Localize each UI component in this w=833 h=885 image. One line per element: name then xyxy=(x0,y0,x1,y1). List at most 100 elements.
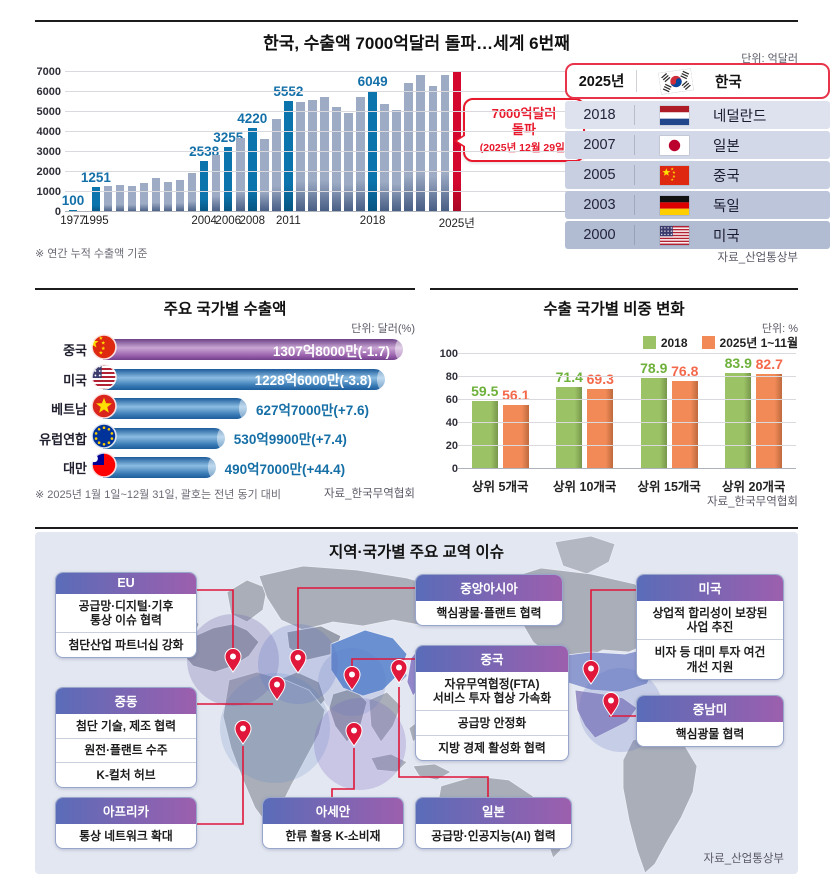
region-glow xyxy=(314,698,406,790)
export-bar-2006 xyxy=(223,146,233,212)
country-bar xyxy=(103,427,227,449)
export-bar-2005 xyxy=(211,155,221,212)
share-bar xyxy=(471,400,498,469)
issue-item: 통상 네트워크 확대 xyxy=(79,828,173,843)
issue-box-central-asia: 중앙아시아 핵심광물·플랜트 협력 xyxy=(415,574,563,626)
milestone-callout: 7000억달러 돌파 (2025년 12월 29일) xyxy=(454,98,585,162)
bar-cell xyxy=(210,72,222,212)
country-bar: 1307억8000만(-1.7) xyxy=(103,339,405,360)
bar-track: 490억7000만(+44.4) xyxy=(103,457,415,478)
bar-value-label: 1251 xyxy=(80,169,111,185)
year-cell: 2007 xyxy=(565,135,635,155)
map-title: 지역·국가별 주요 교역 이슈 xyxy=(329,544,504,561)
continent-shape xyxy=(368,691,402,743)
issue-item: 첨단산업 파트너십 강화 xyxy=(56,632,196,657)
bar-wrap: 83.9 xyxy=(725,355,752,469)
bar-group: 71.4 69.3 상위 10개국 xyxy=(543,354,628,494)
bar-value-label: 490억7000만(+44.4) xyxy=(224,461,346,477)
continent-shape xyxy=(622,733,698,874)
section-share-change: 수출 국가별 비중 변화 단위: % 2018 2025년 1~11월 59.5 5… xyxy=(430,288,798,510)
x-axis-label: 상위 5개국 xyxy=(472,480,529,494)
export-bar-2012 xyxy=(296,102,305,212)
source-label: 자료_한국무역협회 xyxy=(323,488,415,500)
issue-item: 첨단 기술, 제조 협력 xyxy=(76,718,176,733)
share-bar xyxy=(556,386,583,469)
country-cell: 일본 xyxy=(713,138,740,155)
issue-box-title: 중남미 xyxy=(637,696,783,722)
country-bar-row: 대만 490억7000만(+44.4) xyxy=(35,452,415,478)
bar-cap xyxy=(207,457,218,478)
y-axis-tick: 0 xyxy=(451,463,458,475)
flag-badge xyxy=(91,334,117,365)
issue-item: 공급망·디지털·기후 통상 이슈 협력 xyxy=(78,598,174,628)
x-axis-label: … xyxy=(78,215,91,227)
issue-item: 공급망 안정화 xyxy=(416,710,568,735)
connector-line xyxy=(398,687,489,797)
us-flag-icon xyxy=(91,363,117,390)
world-map xyxy=(180,535,698,874)
tw-flag-icon xyxy=(91,452,117,478)
country-cell: 중국 xyxy=(713,168,740,185)
y-axis-tick: 7000 xyxy=(36,66,61,78)
flag-cell xyxy=(635,105,713,125)
issue-item: 자유무역협정(FTA) 서비스 투자 협상 가속화 xyxy=(432,676,552,706)
country-bar xyxy=(103,398,249,419)
export-bar-2023 xyxy=(428,85,437,212)
issue-box-title: 중국 xyxy=(416,646,568,672)
bar-track: 1307억8000만(-1.7) xyxy=(103,339,415,360)
issue-box-usa: 미국 상업적 합리성이 보장된 사업 추진 비자 등 대미 투자 여건 개선 지원 xyxy=(636,574,784,680)
legend-item: 2025년 1~11월 xyxy=(701,334,798,351)
map-pin-europe xyxy=(224,648,242,673)
export-bar-2008 xyxy=(248,127,257,212)
map-pin-usa xyxy=(582,660,600,685)
flag-cell xyxy=(635,195,713,215)
legend: 2018 2025년 1~11월 xyxy=(642,334,798,351)
issue-item: 원전·플랜트 수주 xyxy=(56,737,196,763)
country-bar-row: 미국 1228억6000만(-3.8) xyxy=(35,363,415,390)
issue-item: 공급망·인공지능(AI) 협력 xyxy=(431,828,556,843)
nl-flag-icon xyxy=(659,105,689,125)
continent-shape xyxy=(222,671,326,825)
bar-cell xyxy=(186,72,198,212)
bar-group: 83.9 82.7 상위 20개국 xyxy=(712,354,797,494)
issue-box-asean: 아세안 한류 활용 K-소비재 xyxy=(262,797,404,849)
country-bar xyxy=(103,457,218,478)
export-bar-2016 xyxy=(344,112,353,212)
share-bar xyxy=(640,378,667,469)
issue-item: 핵심광물 협력 xyxy=(675,726,745,741)
issue-box-china: 중국 자유무역협정(FTA) 서비스 투자 협상 가속화 공급망 안정화 지방 경제 … xyxy=(415,645,569,761)
export-bar-2000 xyxy=(151,177,161,212)
bar-track: 530억9900만(+7.4) xyxy=(103,427,415,449)
issue-box-title: EU xyxy=(56,573,196,594)
connector-line xyxy=(590,589,636,676)
export-bar-1995 xyxy=(91,186,101,212)
callout-line2: 돌파 xyxy=(512,122,536,138)
de-flag-icon xyxy=(659,195,689,215)
country-label: 중국 xyxy=(63,343,87,358)
bar-cell xyxy=(174,72,186,212)
x-axis-label: 상위 15개국 xyxy=(637,480,701,494)
gridline xyxy=(65,111,585,112)
x-axis-label: 2011 xyxy=(276,215,301,227)
us-flag-icon xyxy=(659,225,689,245)
bar-cell xyxy=(318,72,330,212)
table-header-row: 2025년 한국 xyxy=(565,63,830,99)
y-axis-tick: 5000 xyxy=(36,106,61,118)
chart-footnote: ※ 2025년 1월 1일~12월 31일, 괄호는 전년 동기 대비 xyxy=(35,489,282,501)
eu-flag-icon xyxy=(91,422,117,449)
bar-group: 78.9 76.8 상위 15개국 xyxy=(627,354,712,494)
bar-cell xyxy=(234,72,246,212)
table-row: 2007 일본 xyxy=(565,131,830,159)
bar-wrap: 82.7 xyxy=(756,356,783,469)
x-axis-label: 1977 xyxy=(60,215,86,227)
issue-box-title: 일본 xyxy=(416,798,571,824)
bar-value-label: 627억7000만(+7.6) xyxy=(255,402,370,418)
legend-item: 2018 xyxy=(642,336,688,350)
bar-cell xyxy=(355,72,367,212)
issue-box-title: 미국 xyxy=(637,575,783,601)
section-title: 수출 국가별 비중 변화 xyxy=(543,301,685,318)
y-axis-tick: 0 xyxy=(54,206,61,218)
export-bar-2024 xyxy=(440,75,450,212)
y-axis-tick: 2000 xyxy=(36,166,61,178)
